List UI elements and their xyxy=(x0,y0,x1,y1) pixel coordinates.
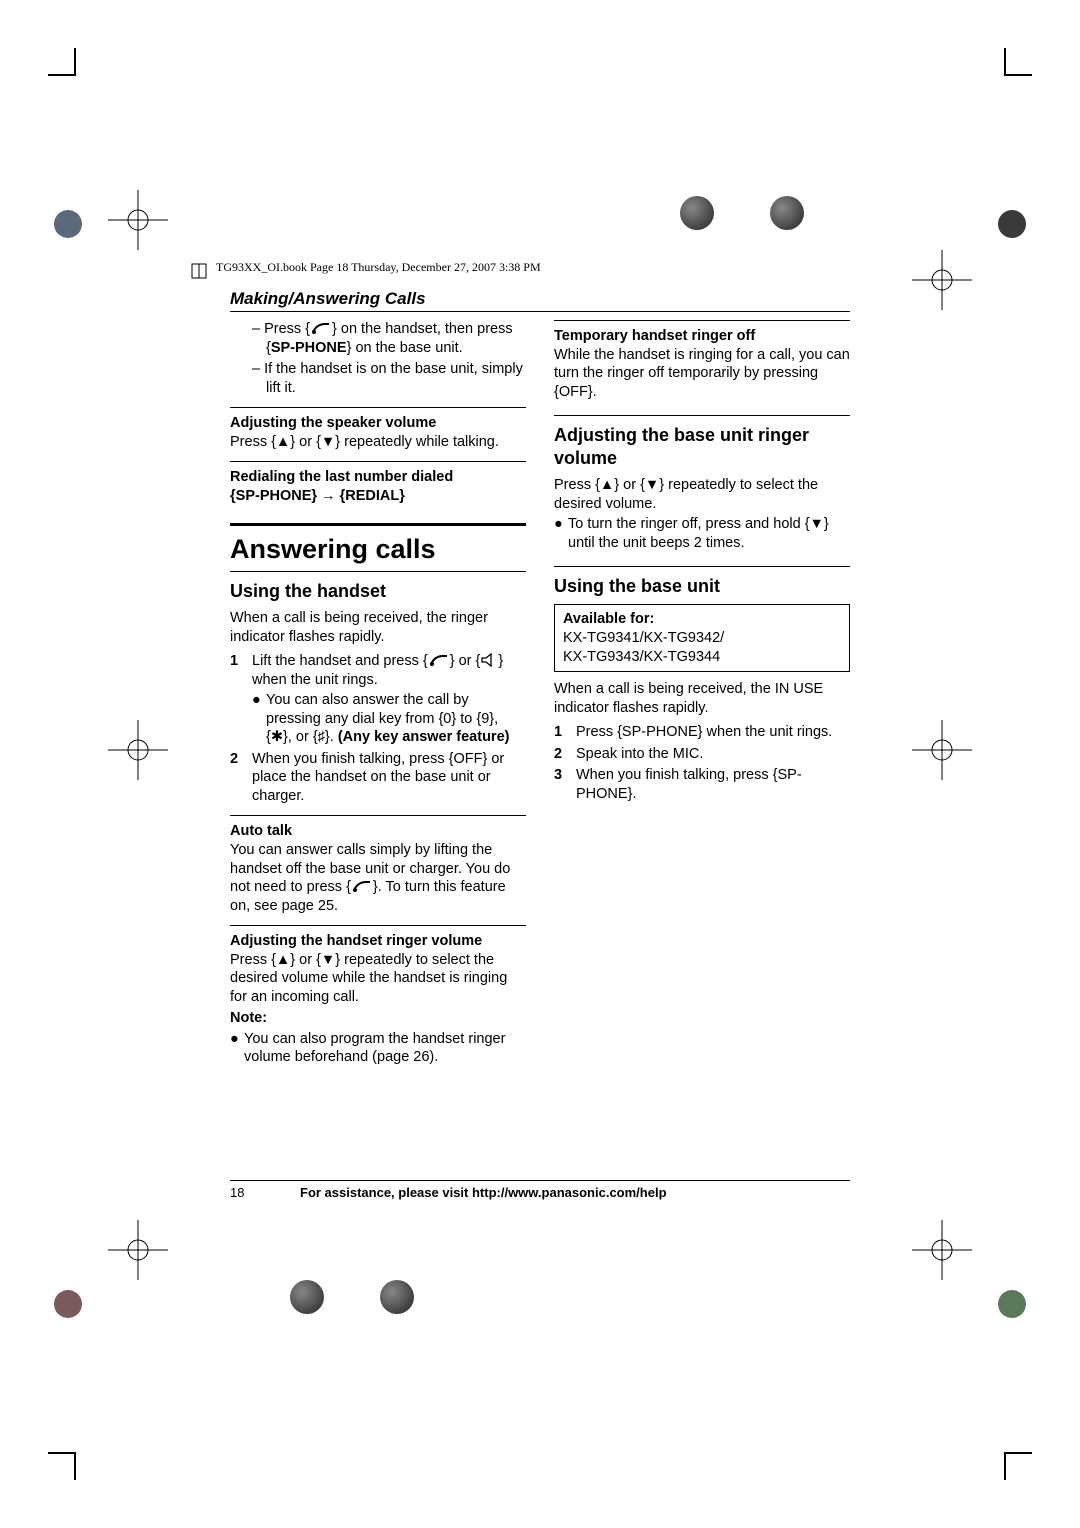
subheading: Adjusting the speaker volume xyxy=(230,414,526,433)
speaker-icon xyxy=(480,653,498,667)
register-shape xyxy=(290,1280,324,1314)
step-2: 2 When you finish talking, press {OFF} o… xyxy=(230,750,526,806)
step-3: 3When you finish talking, press {SP-PHON… xyxy=(554,766,850,803)
footer-text: For assistance, please visit http://www.… xyxy=(300,1185,667,1200)
body-text: When a call is being received, the ringe… xyxy=(230,609,526,646)
subheading: Auto talk xyxy=(230,822,526,841)
registration-mark xyxy=(108,720,168,780)
header-bookline: TG93XX_OI.book Page 18 Thursday, Decembe… xyxy=(216,260,541,275)
bullet-item: ● To turn the ringer off, press and hold… xyxy=(554,515,850,552)
page-number: 18 xyxy=(230,1185,300,1200)
step-1: 1 Lift the handset and press {} or {} wh… xyxy=(230,652,526,747)
bullet-item: – Press {} on the handset, then press {S… xyxy=(230,320,526,357)
heading-answering-calls: Answering calls xyxy=(230,532,526,567)
body-text: Press {▲} or {▼} repeatedly while talkin… xyxy=(230,433,526,452)
page-footer: 18 For assistance, please visit http://w… xyxy=(230,1180,850,1200)
color-chip xyxy=(998,210,1026,238)
body-text: Press {▲} or {▼} repeatedly to select th… xyxy=(554,476,850,513)
registration-mark xyxy=(108,190,168,250)
body-text: {SP-PHONE} → {REDIAL} xyxy=(230,487,526,506)
crop-mark-bl xyxy=(48,1452,76,1480)
section-header: Making/Answering Calls xyxy=(230,289,850,309)
heading-adj-base-ringer: Adjusting the base unit ringer volume xyxy=(554,424,850,470)
note-bullet: ● You can also program the handset ringe… xyxy=(230,1030,526,1067)
color-chip xyxy=(54,210,82,238)
body-text: Press {▲} or {▼} repeatedly to select th… xyxy=(230,951,526,1007)
registration-mark xyxy=(912,1220,972,1280)
available-for-box: Available for: KX-TG9341/KX-TG9342/ KX-T… xyxy=(554,604,850,672)
subheading: Redialing the last number dialed xyxy=(230,468,526,487)
talk-icon xyxy=(351,879,373,893)
step-2: 2Speak into the MIC. xyxy=(554,745,850,764)
registration-mark xyxy=(912,250,972,310)
body-text: While the handset is ringing for a call,… xyxy=(554,346,850,402)
talk-icon xyxy=(310,321,332,335)
registration-mark xyxy=(108,1220,168,1280)
register-shape xyxy=(770,196,804,230)
note-label: Note: xyxy=(230,1009,526,1028)
color-chip xyxy=(998,1290,1026,1318)
color-chip xyxy=(54,1290,82,1318)
register-shape xyxy=(680,196,714,230)
body-text: You can answer calls simply by lifting t… xyxy=(230,841,526,915)
book-icon xyxy=(190,261,210,281)
registration-mark xyxy=(912,720,972,780)
crop-mark-tr xyxy=(1004,48,1032,76)
left-column: – Press {} on the handset, then press {S… xyxy=(230,320,526,1067)
heading-using-handset: Using the handset xyxy=(230,580,526,603)
subheading: Adjusting the handset ringer volume xyxy=(230,932,526,951)
crop-mark-br xyxy=(1004,1452,1032,1480)
right-column: Temporary handset ringer off While the h… xyxy=(554,320,850,1067)
page-content: TG93XX_OI.book Page 18 Thursday, Decembe… xyxy=(230,260,850,1067)
body-text: When a call is being received, the IN US… xyxy=(554,680,850,717)
step-1: 1Press {SP-PHONE} when the unit rings. xyxy=(554,723,850,742)
heading-using-base: Using the base unit xyxy=(554,575,850,598)
register-shape xyxy=(380,1280,414,1314)
subheading: Temporary handset ringer off xyxy=(554,327,850,346)
crop-mark-tl xyxy=(48,48,76,76)
talk-icon xyxy=(428,653,450,667)
bullet-item: – If the handset is on the base unit, si… xyxy=(230,360,526,397)
